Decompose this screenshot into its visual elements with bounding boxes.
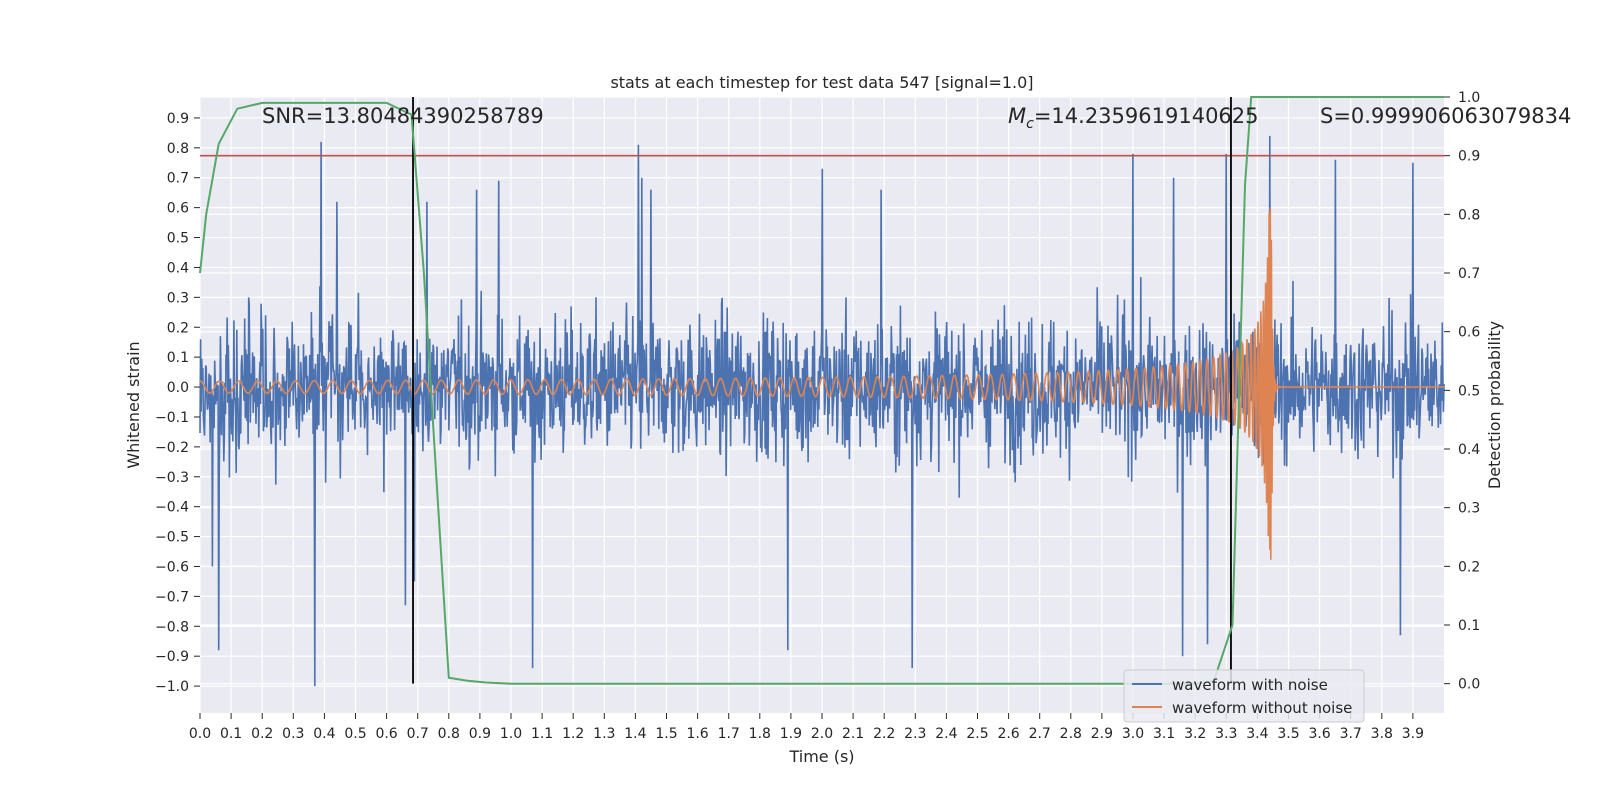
x-tick-label: 1.4 (624, 726, 646, 742)
mc-symbol: M (1008, 104, 1026, 128)
x-tick-label: 2.1 (842, 726, 864, 742)
x-tick-label: 2.4 (935, 726, 957, 742)
y-tick-label: −0.6 (155, 559, 189, 575)
x-tick-label: 2.3 (904, 726, 926, 742)
y-tick-label: −0.5 (155, 530, 189, 546)
y-tick-label: −0.2 (155, 440, 189, 456)
x-tick-label: 3.1 (1153, 726, 1175, 742)
x-tick-label: 1.1 (531, 726, 553, 742)
x-tick-label: 0.9 (469, 726, 491, 742)
x-tick-label: 0.6 (375, 726, 397, 742)
y-tick-label: −0.8 (155, 619, 189, 635)
legend-label-noise: waveform with noise (1172, 676, 1328, 694)
x-tick-label: 2.6 (997, 726, 1019, 742)
x-tick-label: 1.7 (718, 726, 740, 742)
x-tick-label: 3.5 (1277, 726, 1299, 742)
chart-title: stats at each timestep for test data 547… (610, 73, 1033, 92)
x-tick-label: 3.8 (1371, 726, 1393, 742)
axes-layer: 0.0 0.1 0.2 0.3 0.4 0.5 0.6 0.7 0.8 0.9 1.0 1.1 1.2 1… (155, 90, 1480, 742)
x-axis-label: Time (s) (788, 747, 854, 766)
y-tick-label: 0.7 (167, 171, 189, 187)
mc-subscript: c (1026, 116, 1034, 132)
x-tick-label: 2.7 (1029, 726, 1051, 742)
x-tick-label: 2.2 (873, 726, 895, 742)
mc-annotation: Mc=14.2359619140625 (1008, 104, 1259, 132)
x-tick-label: 3.3 (1215, 726, 1237, 742)
legend-label-clean: waveform without noise (1172, 699, 1352, 717)
y-tick-label: −0.4 (155, 500, 189, 516)
mc-value: =14.2359619140625 (1034, 104, 1259, 128)
x-tick-label: 2.8 (1060, 726, 1082, 742)
x-tick-label: 1.3 (593, 726, 615, 742)
x-tick-label: 0.7 (407, 726, 429, 742)
x-tick-label: 2.0 (811, 726, 833, 742)
x-tick-label: 1.8 (749, 726, 771, 742)
y-tick-label: 0.0 (167, 380, 189, 396)
x-tick-label: 3.6 (1308, 726, 1330, 742)
x-tick-label: 0.8 (438, 726, 460, 742)
series-layer (199, 96, 1445, 687)
x-tick-label: 0.1 (220, 726, 242, 742)
x-tick-label: 2.9 (1091, 726, 1113, 742)
x-tick-label: 3.9 (1402, 726, 1424, 742)
series-detection-probability (199, 96, 1444, 685)
y-tick-label: 0.4 (167, 260, 189, 276)
y-tick-label: −0.9 (155, 649, 189, 665)
y2-tick-label: 0.7 (1458, 266, 1480, 282)
x-tick-label: 3.4 (1246, 726, 1268, 742)
y2-axis-label: Detection probability (1485, 321, 1504, 489)
legend: waveform with noise waveform without noi… (1123, 669, 1365, 723)
y2-tick-label: 1.0 (1458, 90, 1480, 106)
x-tick-label: 1.2 (562, 726, 584, 742)
y2-tick-label: 0.6 (1458, 325, 1480, 341)
x-tick-label: 3.2 (1184, 726, 1206, 742)
x-tick-label: 1.9 (780, 726, 802, 742)
y-tick-label: 0.5 (167, 231, 189, 247)
y-tick-label: 0.3 (167, 290, 189, 306)
snr-annotation: SNR=13.80484390258789 (262, 104, 544, 128)
x-tick-label: 1.0 (500, 726, 522, 742)
y-tick-label: −0.3 (155, 470, 189, 486)
series-waveform-without-noise (199, 207, 1444, 560)
y-tick-label: 0.8 (167, 141, 189, 157)
x-tick-label: 1.6 (686, 726, 708, 742)
y2-tick-label: 0.3 (1458, 501, 1480, 517)
y-axis-label: Whitened strain (124, 341, 143, 468)
x-tick-label: 0.0 (189, 726, 211, 742)
x-tick-label: 0.2 (251, 726, 273, 742)
x-tick-label: 0.4 (313, 726, 335, 742)
y-tick-label: 0.1 (167, 350, 189, 366)
x-tick-label: 3.0 (1122, 726, 1144, 742)
y2-tick-label: 0.0 (1458, 677, 1480, 693)
y-tick-label: −1.0 (155, 679, 189, 695)
x-tick-label: 0.5 (344, 726, 366, 742)
s-annotation: S=0.999906063079834 (1320, 104, 1571, 128)
y2-tick-label: 0.2 (1458, 559, 1480, 575)
y2-tick-label: 0.4 (1458, 442, 1480, 458)
y2-tick-label: 0.8 (1458, 207, 1480, 223)
y2-tick-label: 0.9 (1458, 149, 1480, 165)
y-tick-label: −0.1 (155, 410, 189, 426)
y2-tick-label: 0.5 (1458, 383, 1480, 399)
y2-tick-label: 0.1 (1458, 618, 1480, 634)
y-tick-label: 0.6 (167, 201, 189, 217)
x-tick-label: 2.5 (966, 726, 988, 742)
x-tick-label: 0.3 (282, 726, 304, 742)
x-tick-label: 3.7 (1340, 726, 1362, 742)
x-tick-label: 1.5 (655, 726, 677, 742)
y-tick-label: 0.2 (167, 320, 189, 336)
y-tick-label: −0.7 (155, 589, 189, 605)
y-tick-label: 0.9 (167, 111, 189, 127)
legend-box (1123, 669, 1365, 723)
